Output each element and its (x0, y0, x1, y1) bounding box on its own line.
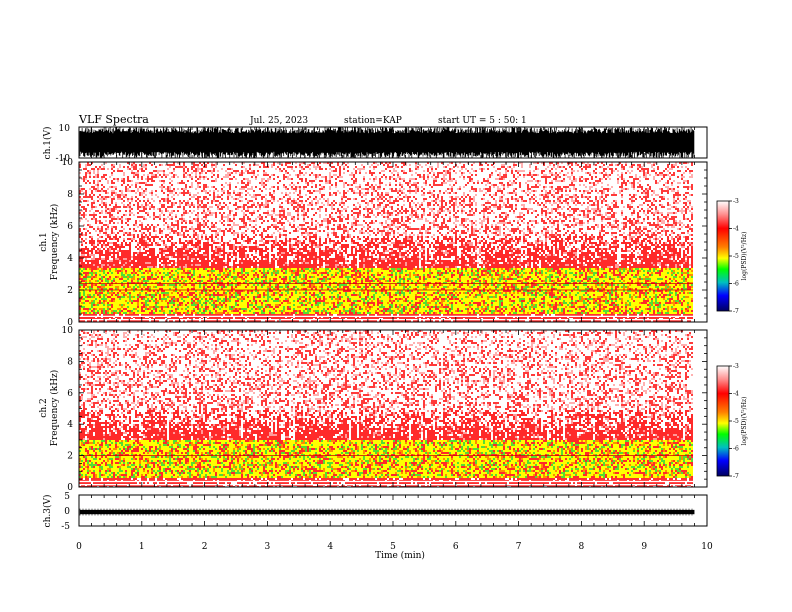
y-tick-label: 10 (62, 158, 74, 168)
colorbar-tick-label: -7 (733, 308, 739, 315)
ch3-ytick-bottom: -5 (61, 522, 70, 532)
ch3-ylabel: ch.3(V) (42, 495, 53, 528)
ch1-panel-label: ch.1 (39, 232, 49, 251)
y-tick-label: 6 (67, 222, 73, 232)
y-tick-label: 2 (67, 452, 73, 462)
y-tick-label: 8 (67, 357, 73, 367)
figure-title: VLF Spectra (78, 113, 149, 126)
ch2-colorbar: -3 -4 -5 -6 -7 log(PSD)(V²/Hz) (717, 363, 748, 480)
date-label: Jul. 25, 2023 (249, 116, 308, 126)
ch3-waveform-panel: 5 0 -5 ch.3(V) (42, 492, 707, 532)
y-tick-label: 10 (62, 326, 74, 336)
x-tick-label: 0 (76, 542, 82, 552)
y-tick-label: 4 (67, 254, 73, 264)
x-tick-label: 3 (265, 542, 271, 552)
colorbar-tick-label: -6 (733, 281, 739, 288)
ch1-colorbar: -3 -4 -5 -6 -7 log(PSD)(V²/Hz) (717, 198, 748, 315)
y-tick-label: 8 (67, 190, 73, 200)
colorbar-tick-label: -7 (733, 473, 739, 480)
x-tick-label: 1 (139, 542, 145, 552)
x-tick-label: 6 (453, 542, 459, 552)
colorbar-tick-label: -3 (733, 198, 739, 205)
x-tick-label: 9 (641, 542, 647, 552)
colorbar-tick-label: -4 (733, 226, 739, 233)
x-tick-label: 10 (701, 542, 713, 552)
y-tick-label: 6 (67, 389, 73, 399)
ch1-ytick-top: 10 (59, 124, 71, 134)
x-tick-label: 2 (202, 542, 208, 552)
ch3-ytick-mid: 0 (64, 507, 70, 517)
colorbar-tick-label: -6 (733, 446, 739, 453)
colorbar-tick-label: -4 (733, 391, 739, 398)
y-tick-label: 4 (67, 420, 73, 430)
ch3-ytick-top: 5 (64, 492, 70, 502)
ch1-spectrogram-image (79, 162, 695, 322)
ch1-colorbar-label: log(PSD)(V²/Hz) (741, 232, 748, 281)
time-xlabel: Time (min) (375, 550, 425, 561)
colorbar-tick-label: -5 (733, 418, 739, 425)
ch1-ylabel: ch.1(V) (42, 127, 53, 160)
ch2-panel-label: ch.2 (39, 398, 49, 417)
ch1-waveform-panel: 10 -10 ch.1(V) (42, 124, 707, 164)
colorbar-tick-label: -5 (733, 253, 739, 260)
ch2-freq-ylabel: Frequency (kHz) (49, 370, 60, 447)
ch1-freq-ylabel: Frequency (kHz) (49, 204, 60, 281)
x-tick-label: 8 (579, 542, 585, 552)
start-time-label: start UT = 5 : 50: 1 (438, 116, 527, 126)
station-label: station=KAP (344, 116, 402, 126)
vlf-figure: VLF Spectra Jul. 25, 2023 station=KAP st… (0, 0, 792, 612)
x-tick-label: 7 (516, 542, 522, 552)
x-tick-label: 4 (327, 542, 333, 552)
y-tick-label: 2 (67, 286, 73, 296)
colorbar-tick-label: -3 (733, 363, 739, 370)
ch2-colorbar-label: log(PSD)(V²/Hz) (741, 397, 748, 446)
